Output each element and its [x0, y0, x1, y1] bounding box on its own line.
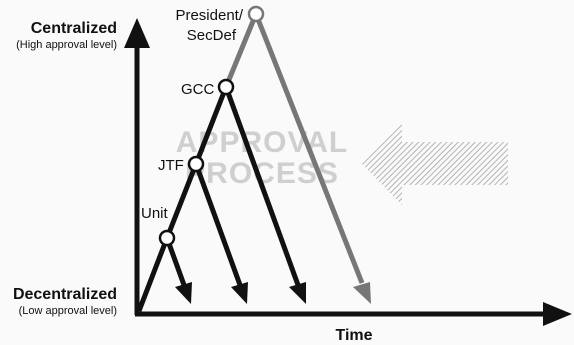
node-label-president-line1: President/ [175, 7, 243, 24]
y-axis-bottom-subtitle: (Low approval level) [19, 305, 117, 317]
node-label-unit: Unit [141, 205, 169, 222]
node-jtf [187, 155, 205, 173]
node-label-president-line2: SecDef [187, 27, 237, 44]
y-axis-top-subtitle: (High approval level) [16, 39, 117, 51]
node-unit [158, 229, 176, 247]
y-axis [124, 18, 150, 315]
x-axis-title: Time [335, 327, 372, 344]
unit-down-arrow [164, 237, 192, 304]
node-label-gcc: GCC [181, 81, 215, 98]
y-axis-bottom-title: Decentralized [13, 286, 117, 303]
node-gcc [217, 78, 235, 96]
gcc-down-arrow [223, 86, 306, 304]
y-axis-top-title: Centralized [31, 20, 117, 37]
x-axis [135, 302, 572, 326]
escalation-path [136, 86, 229, 312]
jtf-down-arrow [193, 163, 248, 304]
president-path [223, 13, 371, 304]
node-label-jtf: JTF [158, 157, 184, 174]
hatched-left-arrow-icon [362, 124, 508, 205]
node-president [247, 5, 265, 23]
